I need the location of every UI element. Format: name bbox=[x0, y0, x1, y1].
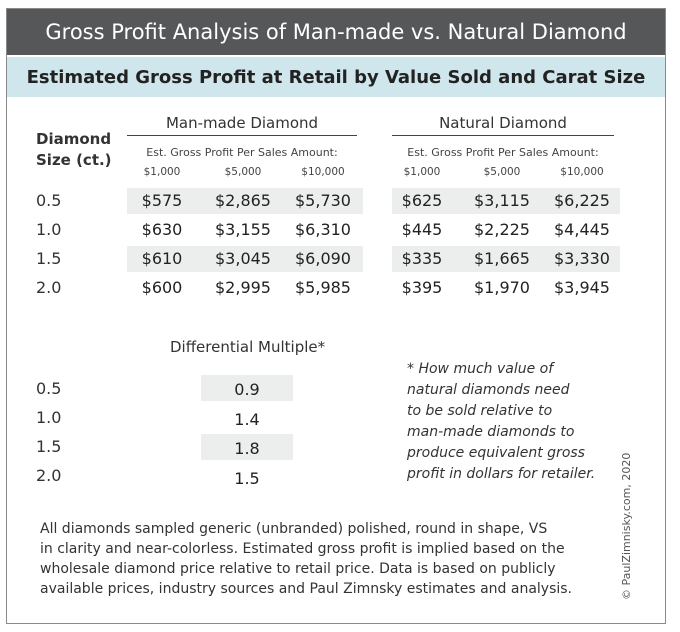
note-line: in clarity and near-colorless. Estimated… bbox=[40, 541, 565, 557]
natural-est-label: Est. Gross Profit Per Sales Amount: bbox=[407, 146, 599, 159]
differential-title: Differential Multiple* bbox=[170, 338, 326, 356]
natural-amount-5000: $5,000 bbox=[483, 166, 521, 178]
natural-amount-10000: $10,000 bbox=[560, 166, 604, 178]
differential-band-3 bbox=[201, 434, 293, 460]
footnote-line: to be sold relative to bbox=[407, 403, 553, 419]
diff-size-2-0: 2.0 bbox=[36, 466, 62, 485]
table-cell: $3,045 bbox=[215, 249, 271, 268]
size-label-1-5: 1.5 bbox=[36, 249, 62, 268]
table-cell: $6,310 bbox=[295, 220, 351, 239]
size-label-0-5: 0.5 bbox=[36, 191, 62, 210]
footnote-line: * How much value of bbox=[407, 361, 554, 377]
table-cell: $1,665 bbox=[474, 249, 530, 268]
manmade-est-label: Est. Gross Profit Per Sales Amount: bbox=[146, 146, 338, 159]
note-line: wholesale diamond price relative to reta… bbox=[40, 561, 556, 577]
diff-size-1-0: 1.0 bbox=[36, 408, 62, 427]
size-header-line-2: Size (ct.) bbox=[36, 151, 112, 169]
manmade-amount-10000: $10,000 bbox=[301, 166, 345, 178]
natural-band-row-3 bbox=[392, 246, 620, 272]
differential-value: 1.4 bbox=[234, 410, 260, 429]
table-cell: $6,225 bbox=[554, 191, 610, 210]
note-line: available prices, industry sources and P… bbox=[40, 581, 573, 597]
table-cell: $5,730 bbox=[295, 191, 351, 210]
natural-group-rule bbox=[392, 135, 614, 136]
manmade-amount-5000: $5,000 bbox=[224, 166, 262, 178]
differential-value: 1.8 bbox=[234, 439, 260, 458]
infographic-frame: Gross Profit Analysis of Man-made vs. Na… bbox=[6, 8, 666, 624]
size-header-line-1: Diamond bbox=[36, 130, 112, 148]
table-cell: $445 bbox=[401, 220, 443, 239]
note-line: All diamonds sampled generic (unbranded)… bbox=[40, 521, 548, 537]
manmade-amount-1000: $1,000 bbox=[143, 166, 181, 178]
table-cell: $3,945 bbox=[554, 278, 610, 297]
table-cell: $6,090 bbox=[295, 249, 351, 268]
footnote: * How much value of natural diamonds nee… bbox=[407, 359, 607, 485]
manmade-band-row-3 bbox=[127, 246, 363, 272]
footnote-line: man-made diamonds to bbox=[407, 424, 575, 440]
footnote-line: profit in dollars for retailer. bbox=[407, 466, 596, 482]
table-cell: $3,115 bbox=[474, 191, 530, 210]
table-cell: $630 bbox=[141, 220, 183, 239]
page-title: Gross Profit Analysis of Man-made vs. Na… bbox=[7, 9, 665, 55]
methodology-note: All diamonds sampled generic (unbranded)… bbox=[40, 519, 600, 599]
table-cell: $610 bbox=[141, 249, 183, 268]
diff-size-0-5: 0.5 bbox=[36, 379, 62, 398]
natural-band-row-1 bbox=[392, 188, 620, 214]
table-cell: $5,985 bbox=[295, 278, 351, 297]
differential-value: 1.5 bbox=[234, 469, 260, 488]
table-cell: $2,225 bbox=[474, 220, 530, 239]
manmade-group-rule bbox=[127, 135, 357, 136]
size-column-header: Diamond Size (ct.) bbox=[36, 129, 112, 171]
size-label-2-0: 2.0 bbox=[36, 278, 62, 297]
table-cell: $335 bbox=[401, 249, 443, 268]
size-label-1-0: 1.0 bbox=[36, 220, 62, 239]
manmade-group-title: Man-made Diamond bbox=[165, 114, 319, 132]
natural-group-title: Natural Diamond bbox=[439, 114, 567, 132]
table-cell: $600 bbox=[141, 278, 183, 297]
diff-size-1-5: 1.5 bbox=[36, 437, 62, 456]
natural-amount-1000: $1,000 bbox=[403, 166, 441, 178]
table-cell: $2,995 bbox=[215, 278, 271, 297]
page-subtitle: Estimated Gross Profit at Retail by Valu… bbox=[7, 57, 665, 97]
table-cell: $575 bbox=[141, 191, 183, 210]
copyright-credit: © PaulZimnisky.com, 2020 bbox=[620, 452, 633, 600]
differential-value: 0.9 bbox=[234, 380, 260, 399]
manmade-band-row-1 bbox=[127, 188, 363, 214]
footnote-line: produce equivalent gross bbox=[407, 445, 585, 461]
table-cell: $2,865 bbox=[215, 191, 271, 210]
table-cell: $395 bbox=[401, 278, 443, 297]
table-cell: $625 bbox=[401, 191, 443, 210]
table-cell: $4,445 bbox=[554, 220, 610, 239]
table-cell: $1,970 bbox=[474, 278, 530, 297]
differential-band-1 bbox=[201, 375, 293, 401]
table-cell: $3,155 bbox=[215, 220, 271, 239]
table-cell: $3,330 bbox=[554, 249, 610, 268]
footnote-line: natural diamonds need bbox=[407, 382, 570, 398]
